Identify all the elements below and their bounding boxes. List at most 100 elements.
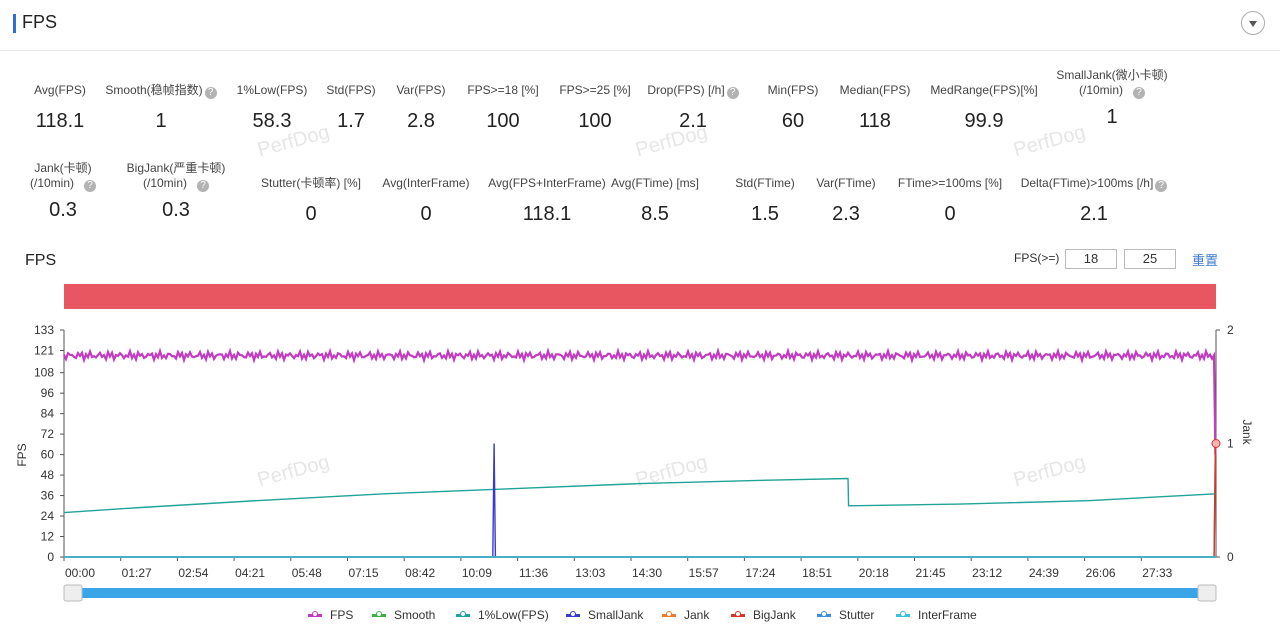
x-tick-label: 18:51 — [802, 566, 832, 580]
metric-value: 0.3 — [49, 199, 77, 221]
metric-value: 118.1 — [35, 110, 85, 132]
metric-label: Std(FPS) — [326, 83, 376, 97]
time-range-track — [64, 588, 1216, 598]
row2-metric-5: Avg(FTime) [ms] 8.5 — [575, 176, 735, 225]
legend-label: InterFrame — [918, 608, 977, 622]
metric-label: Min(FPS) — [767, 83, 819, 97]
legend-swatch — [372, 611, 386, 618]
metric-value: 0 — [944, 203, 956, 225]
chart-title: FPS — [25, 252, 57, 269]
row2-metric-6: Std(FTime) 1.5 — [685, 176, 845, 225]
metric-value: 1.7 — [337, 110, 365, 132]
metric-label: Median(FPS) — [839, 83, 911, 97]
y-tick-label: 133 — [34, 323, 54, 337]
x-tick-label: 01:27 — [122, 566, 152, 580]
metric-value: 1 — [155, 110, 167, 132]
row1-metric-0: Avg(FPS) 118.1 — [0, 83, 140, 132]
metric-label: FTime>=100ms [%] — [897, 176, 1003, 190]
x-tick-label: 07:15 — [348, 566, 378, 580]
watermark-text: PerfDog — [255, 121, 332, 161]
legend-item-stutter[interactable]: Stutter — [817, 608, 874, 622]
legend-item-smooth[interactable]: Smooth — [372, 608, 435, 622]
metric-value: 99.9 — [964, 110, 1004, 132]
row2-metric-8: FTime>=100ms [%] 0 — [870, 176, 1030, 225]
metric-value: 8.5 — [641, 203, 669, 225]
watermark-text: PerfDog — [1011, 121, 1088, 161]
help-icon[interactable]: ? — [726, 87, 739, 99]
y-tick-label: 96 — [41, 386, 55, 400]
reset-button[interactable]: 重置 — [1192, 253, 1219, 268]
panel-title: FPS — [22, 12, 58, 32]
collapse-toggle-icon[interactable] — [1241, 11, 1265, 35]
legend-item-smalljank[interactable]: SmallJank — [566, 608, 643, 622]
help-icon[interactable]: ? — [197, 180, 209, 192]
y2-tick-label: 1 — [1227, 437, 1234, 451]
help-icon[interactable]: ? — [84, 180, 96, 192]
fps-threshold-input-1[interactable]: 18 — [1065, 249, 1117, 269]
metric-value: 1.5 — [751, 203, 779, 225]
metric-label: Jank(卡顿) — [34, 161, 92, 175]
metric-value: 100 — [578, 110, 612, 132]
legend-item-fps[interactable]: FPS — [308, 608, 353, 622]
row1-metric-10: MedRange(FPS)[%] 99.9 — [904, 83, 1064, 132]
legend-label: SmallJank — [588, 608, 644, 622]
range-handle-right[interactable] — [1197, 584, 1217, 602]
legend-item-interframe[interactable]: InterFrame — [896, 608, 977, 622]
metric-label: SmallJank(微小卡顿) — [1056, 68, 1168, 82]
metric-label: Avg(FPS) — [34, 83, 86, 97]
y-tick-label: 12 — [41, 530, 55, 544]
row2-metric-4: Avg(FPS+InterFrame) 118.1 — [467, 176, 627, 225]
metric-value: 1 — [1106, 106, 1118, 128]
row2-metric-7: Var(FTime) 2.3 — [766, 176, 926, 225]
metric-value: 100 — [486, 110, 520, 132]
legend-item-bigjank[interactable]: BigJank — [731, 608, 796, 622]
y-axis-label: FPS — [15, 443, 29, 466]
y-tick-label: 60 — [41, 448, 55, 462]
x-tick-label: 15:57 — [689, 566, 719, 580]
legend-item-jank[interactable]: Jank — [662, 608, 709, 622]
y2-tick-label: 0 — [1227, 550, 1234, 564]
help-icon[interactable]: ? — [1133, 87, 1145, 99]
metric-value: 0.3 — [162, 199, 190, 221]
row1-metric-11: SmallJank(微小卡顿) (/10min)? 1 — [1032, 68, 1192, 128]
x-tick-label: 27:33 — [1142, 566, 1172, 580]
row2-metric-1: BigJank(严重卡顿) (/10min)? 0.3 — [96, 161, 256, 221]
watermark-text: PerfDog — [633, 121, 710, 161]
help-icon[interactable]: ? — [1155, 180, 1168, 192]
metric-label: Avg(InterFrame) — [382, 176, 470, 190]
legend-swatch — [308, 611, 322, 618]
x-tick-label: 08:42 — [405, 566, 435, 580]
metric-label: FPS>=18 [%] — [467, 83, 539, 97]
y2-axis-label: Jank — [1240, 419, 1254, 445]
fps-threshold-label: FPS(>=) — [1014, 251, 1060, 265]
x-tick-label: 13:03 — [575, 566, 605, 580]
legend-label: Jank — [684, 608, 710, 622]
metric-label: 1%Low(FPS) — [236, 83, 308, 97]
metric-value: 118 — [859, 110, 891, 132]
y-tick-label: 84 — [41, 407, 55, 421]
metric-value: 58.3 — [252, 110, 292, 132]
metric-label: Var(FPS) — [396, 83, 446, 97]
x-tick-label: 00:00 — [65, 566, 95, 580]
metric-value: 2.3 — [832, 203, 860, 225]
legend-label: Smooth — [394, 608, 436, 622]
row2-metric-2: Stutter(卡顿率) [%] 0 — [231, 176, 391, 225]
legend-item-1-low-fps-[interactable]: 1%Low(FPS) — [456, 608, 549, 622]
y-tick-label: 0 — [47, 550, 54, 564]
watermark-text: PerfDog — [633, 451, 710, 491]
fps-threshold-band — [64, 284, 1216, 309]
chart-legend: FPS Smooth 1%Low(FPS) SmallJank Jank BigJank S… — [0, 608, 1280, 626]
row1-metric-7: Drop(FPS) [/h]? 2.1 — [613, 83, 773, 132]
y-tick-label: 108 — [34, 366, 54, 380]
x-tick-label: 14:30 — [632, 566, 662, 580]
fps-threshold-input-2[interactable]: 25 — [1124, 249, 1176, 269]
metric-label: Drop(FPS) [/h]? — [613, 83, 773, 99]
legend-label: FPS — [330, 608, 354, 622]
metric-value: 118.1 — [522, 203, 572, 225]
x-tick-label: 24:39 — [1029, 566, 1059, 580]
y-tick-label: 24 — [41, 509, 55, 523]
range-handle-left[interactable] — [63, 584, 83, 602]
help-icon[interactable]: ? — [204, 87, 217, 99]
row1-metric-3: Std(FPS) 1.7 — [271, 83, 431, 132]
